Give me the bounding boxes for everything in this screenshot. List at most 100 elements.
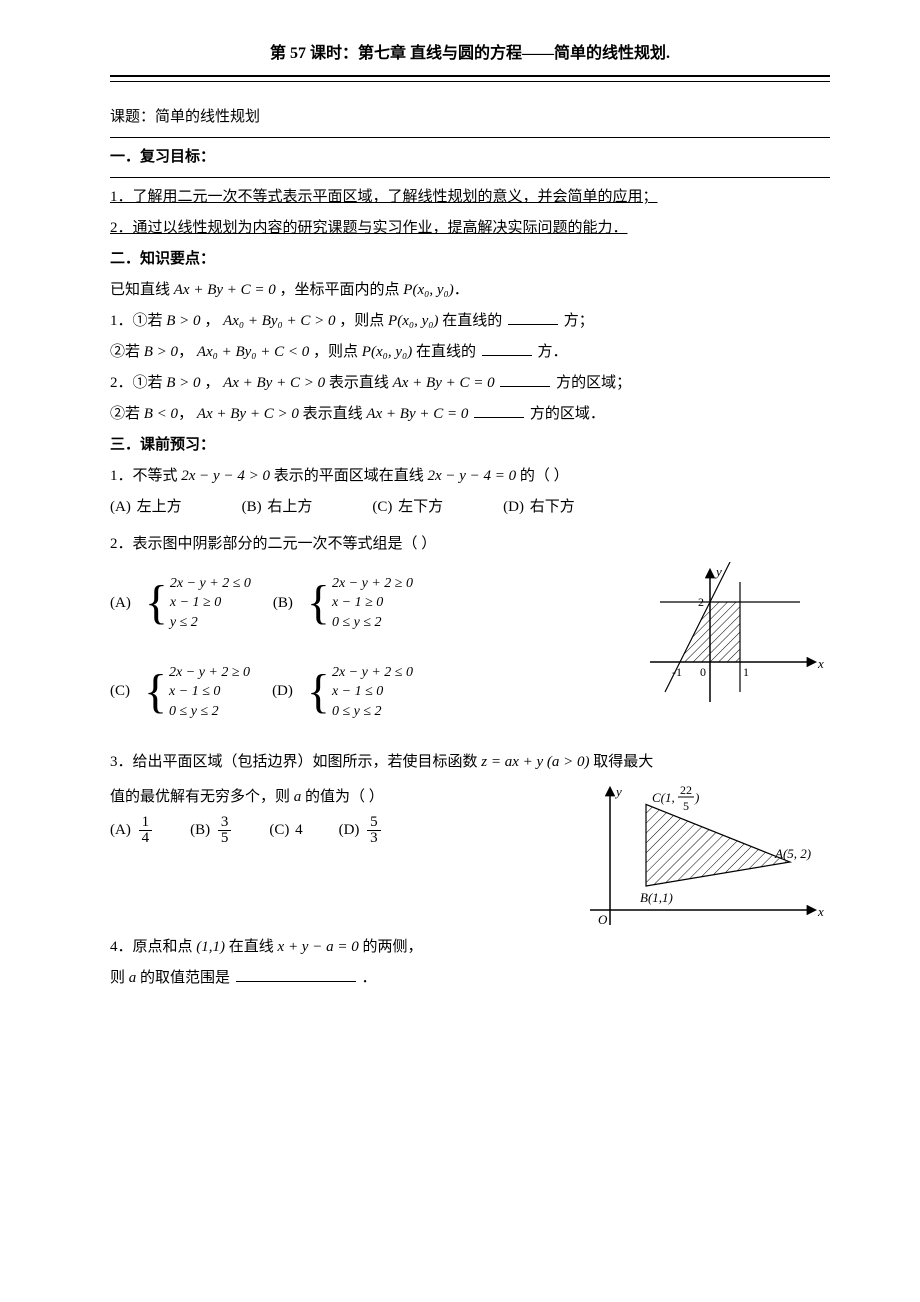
fig2-y: y <box>714 564 722 579</box>
section-2-head: 二．知识要点： <box>110 246 830 273</box>
fig3-C-n: 22 <box>680 783 692 797</box>
brace-icon: { <box>307 579 330 627</box>
t: 方； <box>564 313 594 329</box>
t: 的取值范围是 <box>140 970 230 986</box>
q3-left: 值的最优解有无穷多个，则 a 的值为（ ） (A) 14 (B) 35 (C) … <box>110 780 560 856</box>
fig3-C-pref: C(1, <box>652 790 675 805</box>
t: ， <box>204 313 223 329</box>
l: (B) <box>273 590 293 617</box>
blank <box>236 966 356 982</box>
t: 的两侧， <box>362 939 422 955</box>
m: Ax + By + C = 0 <box>393 375 495 391</box>
l: (C) <box>269 822 289 838</box>
topic-line: 课题：简单的线性规划 <box>110 104 830 131</box>
t: 在直线的 <box>416 344 476 360</box>
t: 则 <box>110 970 129 986</box>
t: 左上方 <box>137 499 182 515</box>
q1-options: (A) 左上方 (B) 右上方 (C) 左下方 (D) 右下方 <box>110 494 830 521</box>
l: (C) <box>372 499 392 515</box>
t: 1．①若 <box>110 313 166 329</box>
t: 方的区域； <box>556 375 631 391</box>
t: 左下方 <box>398 499 443 515</box>
s1-item-1: 1．了解用二元一次不等式表示平面区域，了解线性规划的意义，并会简单的应用； <box>110 184 830 211</box>
m: a <box>129 970 137 986</box>
m: 0 ≤ y ≤ 2 <box>332 613 413 633</box>
m: B < 0 <box>144 406 178 422</box>
q2-opt-d: { 2x − y + 2 ≤ 0 x − 1 ≤ 0 0 ≤ y ≤ 2 <box>307 663 413 722</box>
sep-1 <box>110 137 830 138</box>
q2-opt-b: { 2x − y + 2 ≥ 0 x − 1 ≥ 0 0 ≤ y ≤ 2 <box>307 574 413 633</box>
l: (A) <box>110 590 131 617</box>
t: 4．原点和点 <box>110 939 196 955</box>
m: (1,1) <box>196 939 225 955</box>
fig2-neg1: -1 <box>672 665 682 679</box>
q1-opt-a: (A) 左上方 <box>110 494 182 521</box>
s2-intro: 已知直线 Ax + By + C = 0 ，坐标平面内的点 P(x₀, y₀)． <box>110 277 830 304</box>
fig3-B: B(1,1) <box>640 890 673 905</box>
m: B > 0 <box>166 375 200 391</box>
fig2-x: x <box>817 656 824 671</box>
t: 右下方 <box>530 499 575 515</box>
q3-row: 值的最优解有无穷多个，则 a 的值为（ ） (A) 14 (B) 35 (C) … <box>110 780 830 930</box>
m: z = ax + y (a > 0) <box>481 754 589 770</box>
m: Ax + By + C > 0 <box>223 375 325 391</box>
q3-options: (A) 14 (B) 35 (C) 4 (D) 53 <box>110 815 560 846</box>
q2-options-col: (A) { 2x − y + 2 ≤ 0 x − 1 ≥ 0 y ≤ 2 (B)… <box>110 562 620 746</box>
math-pt: P(x₀, y₀) <box>403 282 453 298</box>
m: 2x − y + 2 ≥ 0 <box>332 574 413 594</box>
t: ． <box>362 970 377 986</box>
m: x + y − a = 0 <box>278 939 359 955</box>
fig3-C-suf: ) <box>694 790 699 805</box>
fig3-y: y <box>614 784 622 799</box>
l: (A) <box>110 499 131 515</box>
l: (A) <box>110 822 131 838</box>
s1-item-2: 2．通过以线性规划为内容的研究课题与实习作业，提高解决实际问题的能力． <box>110 215 830 242</box>
m: P(x₀, y₀) <box>362 344 412 360</box>
t: 取得最大 <box>593 754 653 770</box>
t: 在直线 <box>229 939 278 955</box>
brace-icon: { <box>307 668 330 716</box>
m: x − 1 ≤ 0 <box>169 682 250 702</box>
t: ，则点 <box>313 344 362 360</box>
blank <box>482 340 532 356</box>
m: 2x − y − 4 = 0 <box>427 468 516 484</box>
fig3-O: O <box>598 912 608 927</box>
n: 3 <box>218 815 232 831</box>
q3-stem-1: 3．给出平面区域（包括边界）如图所示，若使目标函数 z = ax + y (a … <box>110 749 830 776</box>
t: ②若 <box>110 406 144 422</box>
blank <box>474 402 524 418</box>
t: 在直线的 <box>442 313 502 329</box>
t: 表示直线 <box>303 406 367 422</box>
l: (D) <box>503 499 524 515</box>
section-1-head: 一．复习目标： <box>110 144 830 171</box>
d: 3 <box>367 831 381 846</box>
m: a <box>294 789 302 805</box>
math-line-eq: Ax + By + C = 0 <box>174 282 276 298</box>
brace-icon: { <box>145 579 168 627</box>
l: (B) <box>190 822 210 838</box>
n: 5 <box>367 815 381 831</box>
q3-figure: O x y A(5, 2) B(1,1) C(1, 22 5 ) <box>580 780 830 930</box>
s2-intro-a: 已知直线 <box>110 282 174 298</box>
fig2-y2: 2 <box>698 595 704 609</box>
d: 5 <box>218 831 232 846</box>
m: Ax₀ + By₀ + C > 0 <box>223 313 335 329</box>
q2-opt-a: { 2x − y + 2 ≤ 0 x − 1 ≥ 0 y ≤ 2 <box>145 574 251 633</box>
q1-opt-c: (C) 左下方 <box>372 494 443 521</box>
q3-opt-a: (A) 14 <box>110 815 154 846</box>
m: B > 0 <box>166 313 200 329</box>
s2-2-1: 2．①若 B > 0 ， Ax + By + C > 0 表示直线 Ax + B… <box>110 370 830 397</box>
n: 1 <box>139 815 153 831</box>
m: x − 1 ≤ 0 <box>332 682 413 702</box>
t: 3．给出平面区域（包括边界）如图所示，若使目标函数 <box>110 754 481 770</box>
blank <box>500 371 550 387</box>
fig3-x: x <box>817 904 824 919</box>
m: x − 1 ≥ 0 <box>170 593 251 613</box>
q2-stem: 2．表示图中阴影部分的二元一次不等式组是（ ） <box>110 531 830 558</box>
m: Ax + By + C > 0 <box>197 406 299 422</box>
l: (B) <box>242 499 262 515</box>
t: 表示的平面区域在直线 <box>274 468 428 484</box>
q2-opt-c: { 2x − y + 2 ≥ 0 x − 1 ≤ 0 0 ≤ y ≤ 2 <box>144 663 250 722</box>
t: 4 <box>295 822 303 838</box>
t: 的值为（ ） <box>305 789 384 805</box>
